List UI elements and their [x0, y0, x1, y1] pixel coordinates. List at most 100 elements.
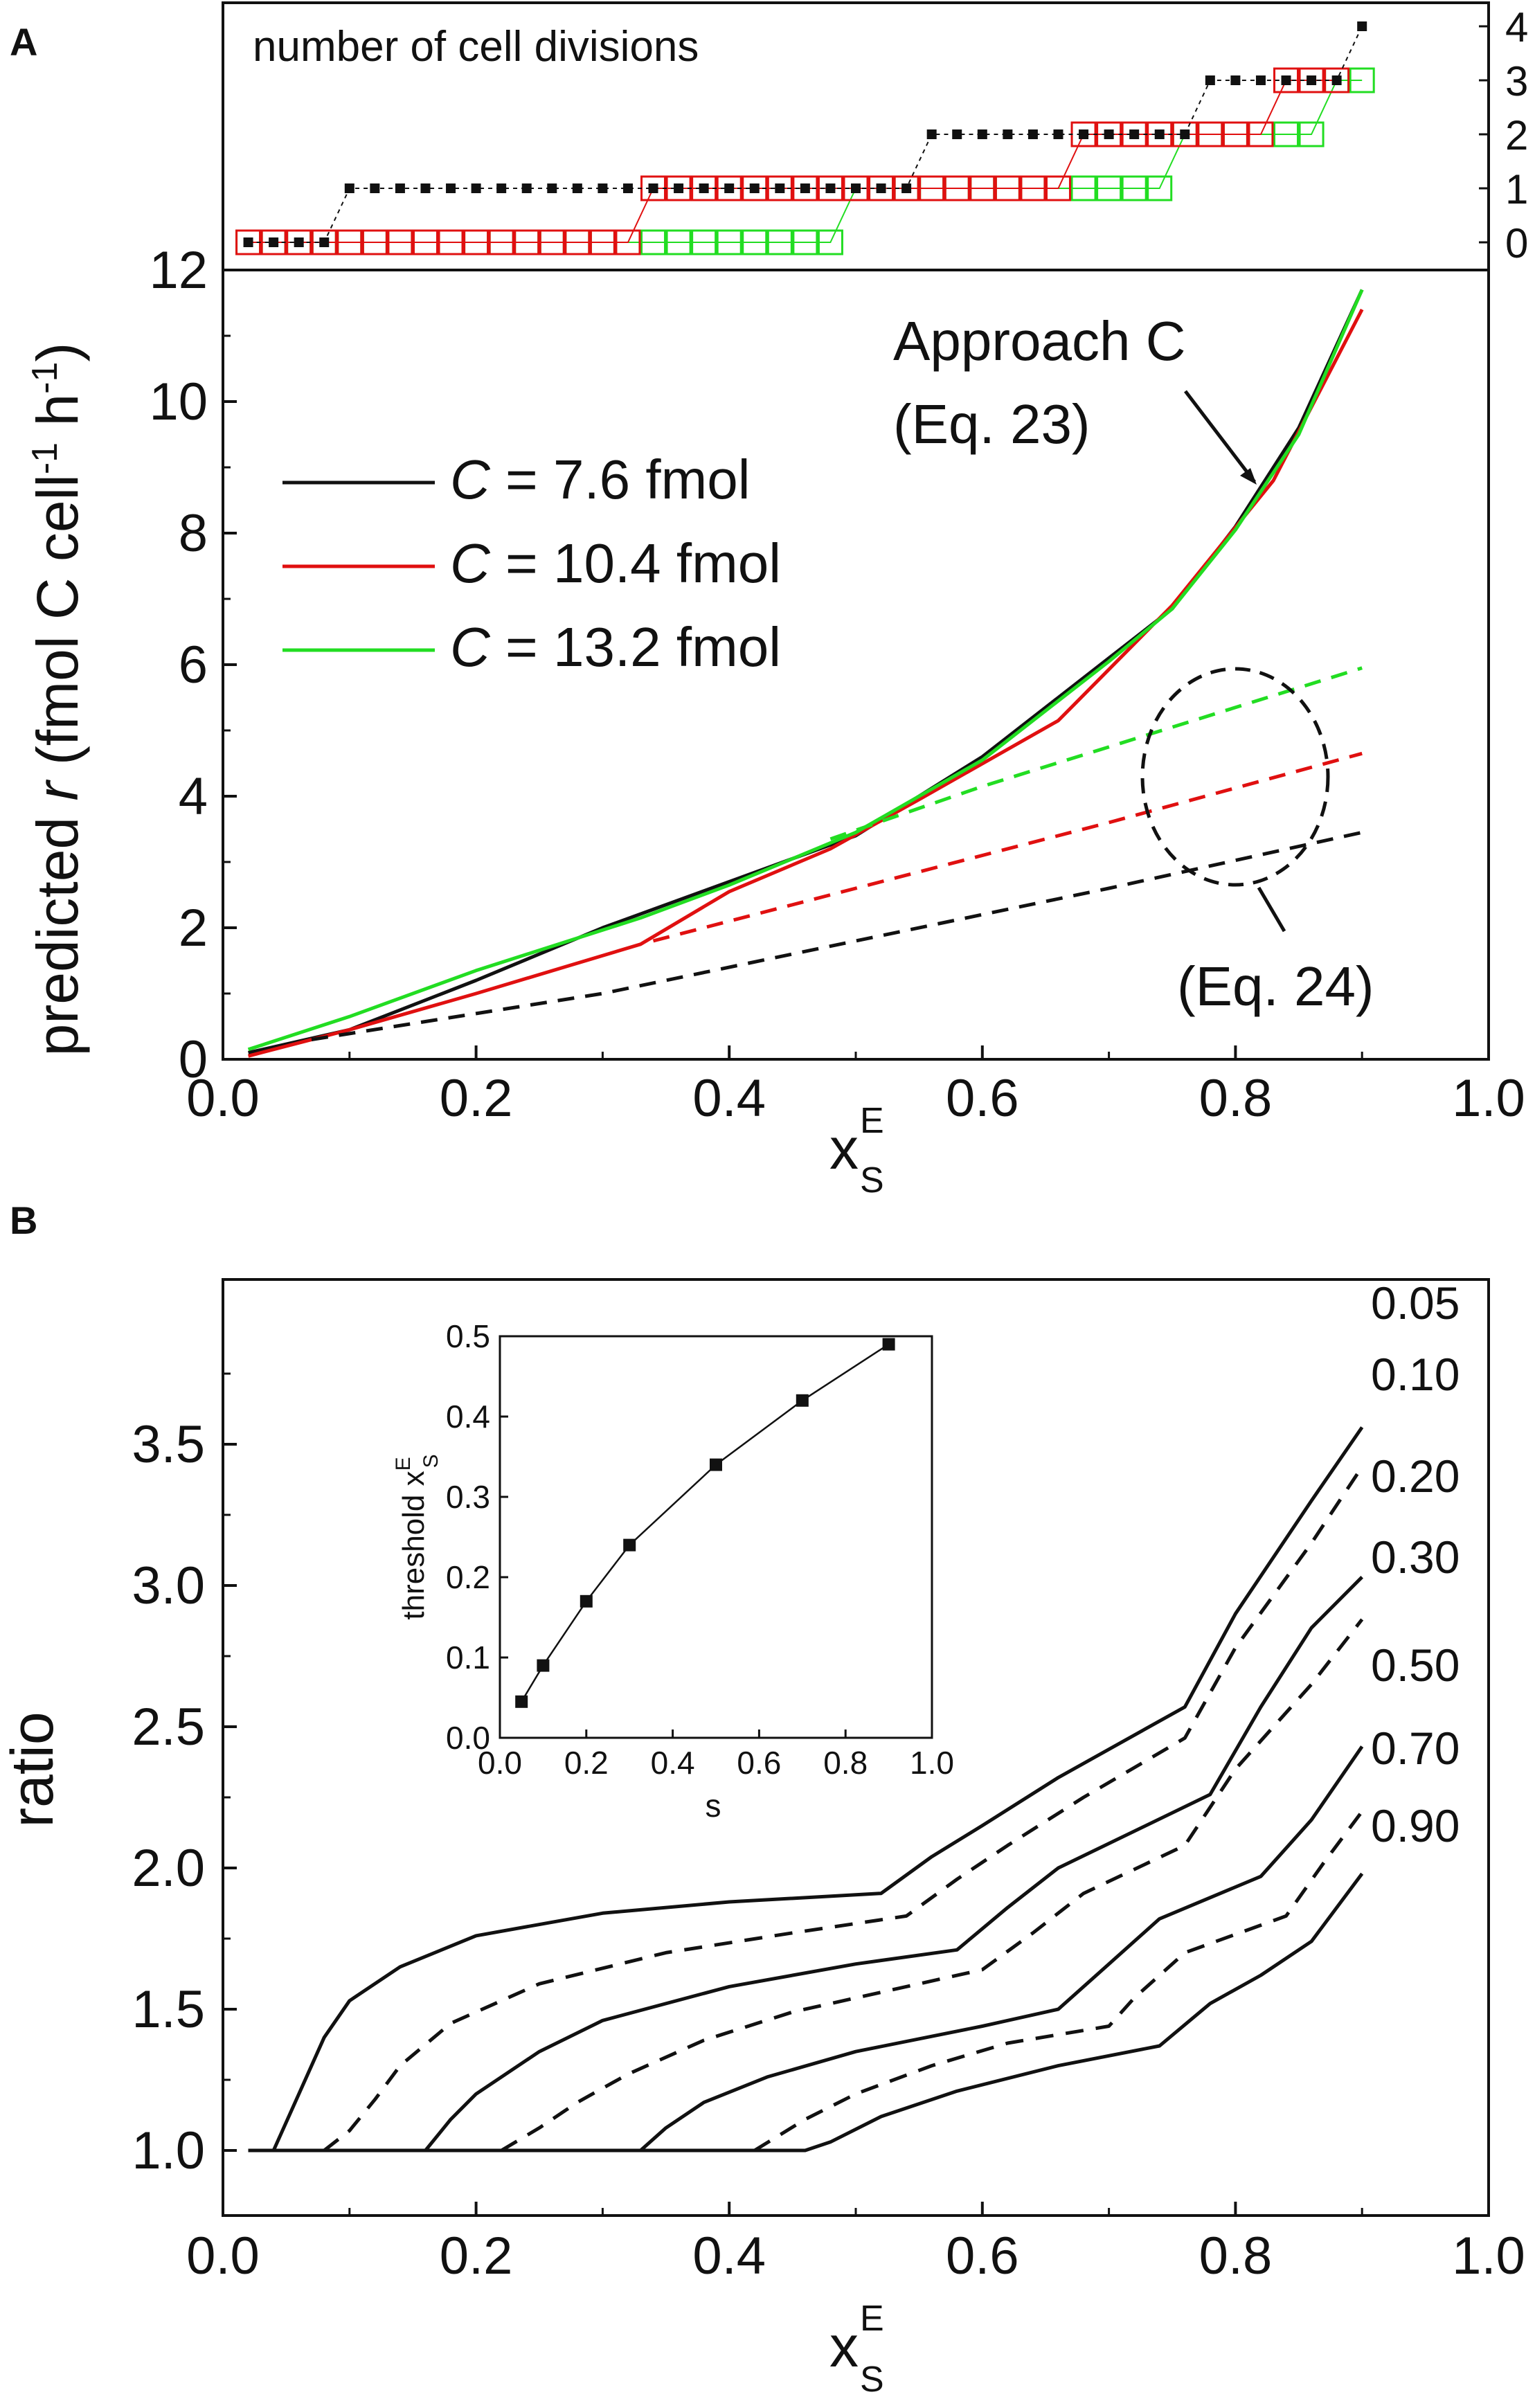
cell-division-title: number of cell divisions — [253, 23, 699, 71]
inset-marker-filled — [1053, 129, 1063, 139]
series-line-1 — [247, 308, 1364, 1058]
y-tick-label: 3.5 — [132, 1415, 205, 1474]
inset-marker-filled — [952, 129, 962, 139]
inset-marker-filled — [674, 183, 684, 193]
y-tick-label: 12 — [149, 241, 208, 300]
inset-marker-filled — [1079, 129, 1089, 139]
threshold-point — [580, 1594, 593, 1608]
inset-marker-open — [1070, 175, 1097, 201]
panel-a-x-axis-label: x E S — [829, 1101, 884, 1201]
inset-marker-filled — [825, 183, 836, 193]
series-label: 0.30 — [1371, 1531, 1460, 1583]
inset-marker-filled — [1230, 75, 1241, 85]
inset-y-tick-label: 0.5 — [446, 1318, 490, 1354]
x-tick-label: 0.0 — [186, 1069, 260, 1128]
series-line-4 — [652, 751, 1363, 943]
inset-marker-open — [1273, 121, 1300, 147]
inset-marker-open — [817, 175, 843, 201]
inset-marker-open — [286, 229, 312, 255]
legend-c-symbol: C — [450, 449, 491, 510]
threshold-point — [537, 1659, 550, 1672]
series-line-2 — [247, 289, 1364, 1052]
inset-marker-open — [564, 229, 591, 255]
y-tick-label: 8 — [179, 504, 208, 563]
inset-marker-open — [716, 229, 742, 255]
inset-marker-filled — [775, 183, 785, 193]
inset-marker-open — [792, 175, 818, 201]
x-tick-label: 0.8 — [1199, 1069, 1273, 1128]
y-tick-label: 1.5 — [132, 1980, 205, 2039]
inset-marker-filled — [572, 183, 582, 193]
inset-y-tick-label: 0.0 — [446, 1720, 490, 1756]
inset-y-tick-label: 4 — [1505, 4, 1528, 51]
inset-y-tick-label: 0.2 — [446, 1559, 490, 1595]
panel-b-series — [248, 1426, 1364, 2153]
legend-c-symbol: C — [450, 532, 491, 594]
threshold-point — [882, 1338, 895, 1351]
inset-marker-filled — [1180, 129, 1190, 139]
inset-y-tick-label: 0.1 — [446, 1639, 490, 1675]
legend-label-13-2: C = 13.2 fmol — [450, 616, 781, 678]
annotation-approach-c: Approach C — [893, 310, 1185, 372]
threshold-inset: 0.0 0.2 0.4 0.6 0.8 1.0 0.0 0.1 0.2 0.3 0.4 0.5 — [446, 1318, 954, 1781]
inset-marker-filled — [851, 183, 861, 193]
inset-marker-open — [766, 229, 793, 255]
panel-a-axes: 0.0 0.2 0.4 0.6 0.8 1.0 0 2 4 6 8 10 12 — [149, 241, 1525, 1128]
legend-value-13-2: = 13.2 fmol — [490, 616, 781, 678]
inset-x-tick-label: 0.4 — [651, 1745, 695, 1781]
inset-y-label-sub: S — [420, 1454, 442, 1468]
annotation-arrowhead-eq-23 — [1240, 468, 1257, 485]
inset-marker-filled — [1003, 129, 1013, 139]
y-label-hour: h — [25, 394, 90, 442]
inset-marker-open — [1248, 121, 1274, 147]
y-label-sup-2: -1 — [25, 362, 65, 394]
inset-marker-open — [615, 229, 641, 255]
series-line-5 — [829, 666, 1363, 841]
inset-y-tick-label: 0 — [1505, 220, 1528, 267]
ratio-line-0.10 — [323, 1466, 1364, 2152]
inset-marker-filled — [1154, 129, 1165, 139]
inset-marker-filled — [622, 183, 633, 193]
inset-y-tick-label: 3 — [1505, 58, 1528, 105]
inset-marker-open — [1273, 67, 1300, 93]
annotation-eq-23: (Eq. 23) — [893, 393, 1090, 455]
panel-a-legend: C = 7.6 fmol C = 10.4 fmol C = 13.2 fmol — [282, 449, 781, 678]
y-tick-label: 10 — [149, 372, 208, 431]
series-label: 0.90 — [1371, 1800, 1460, 1851]
inset-marker-filled — [1307, 75, 1317, 85]
x-tick-label: 0.2 — [440, 1069, 513, 1128]
inset-x-label: s — [706, 1788, 721, 1824]
inset-marker-filled — [471, 183, 481, 193]
x-tick-label: 0.6 — [946, 2227, 1019, 2285]
legend-value-7-6: = 7.6 fmol — [490, 449, 751, 510]
panel-a-series — [247, 289, 1364, 1058]
legend-c-symbol: C — [450, 616, 491, 678]
inset-marker-filled — [1027, 129, 1038, 139]
x-label-main: x — [829, 2314, 859, 2379]
panel-a-label: A — [10, 20, 37, 64]
inset-marker-open — [640, 229, 667, 255]
y-label-variable: r — [25, 780, 90, 801]
panel-b-y-axis-label: ratio — [0, 1711, 66, 1827]
threshold-point — [710, 1458, 722, 1471]
inset-marker-filled — [243, 237, 253, 247]
x-tick-label: 0.2 — [440, 2227, 513, 2285]
ratio-line-0.90 — [248, 1872, 1364, 2153]
inset-marker-filled — [1205, 75, 1215, 85]
inset-marker-filled — [876, 183, 886, 193]
inset-marker-filled — [1129, 129, 1140, 139]
y-label-sup-1: -1 — [25, 442, 65, 474]
inset-marker-open — [336, 229, 363, 255]
inset-x-tick-label: 0.0 — [478, 1745, 522, 1781]
inset-marker-filled — [1281, 75, 1291, 85]
panel-b-series-labels: 0.05 0.10 0.20 0.30 0.50 0.70 0.90 — [1371, 1277, 1460, 1851]
inset-marker-open — [1349, 67, 1375, 93]
inset-marker-open — [792, 229, 818, 255]
inset-marker-open — [412, 229, 438, 255]
x-tick-label: 1.0 — [1452, 2227, 1525, 2285]
inset-marker-open — [1147, 175, 1173, 201]
y-tick-label: 1.0 — [132, 2121, 205, 2180]
inset-marker-open — [589, 229, 616, 255]
inset-marker-open — [1298, 67, 1325, 93]
inset-marker-open — [311, 229, 337, 255]
